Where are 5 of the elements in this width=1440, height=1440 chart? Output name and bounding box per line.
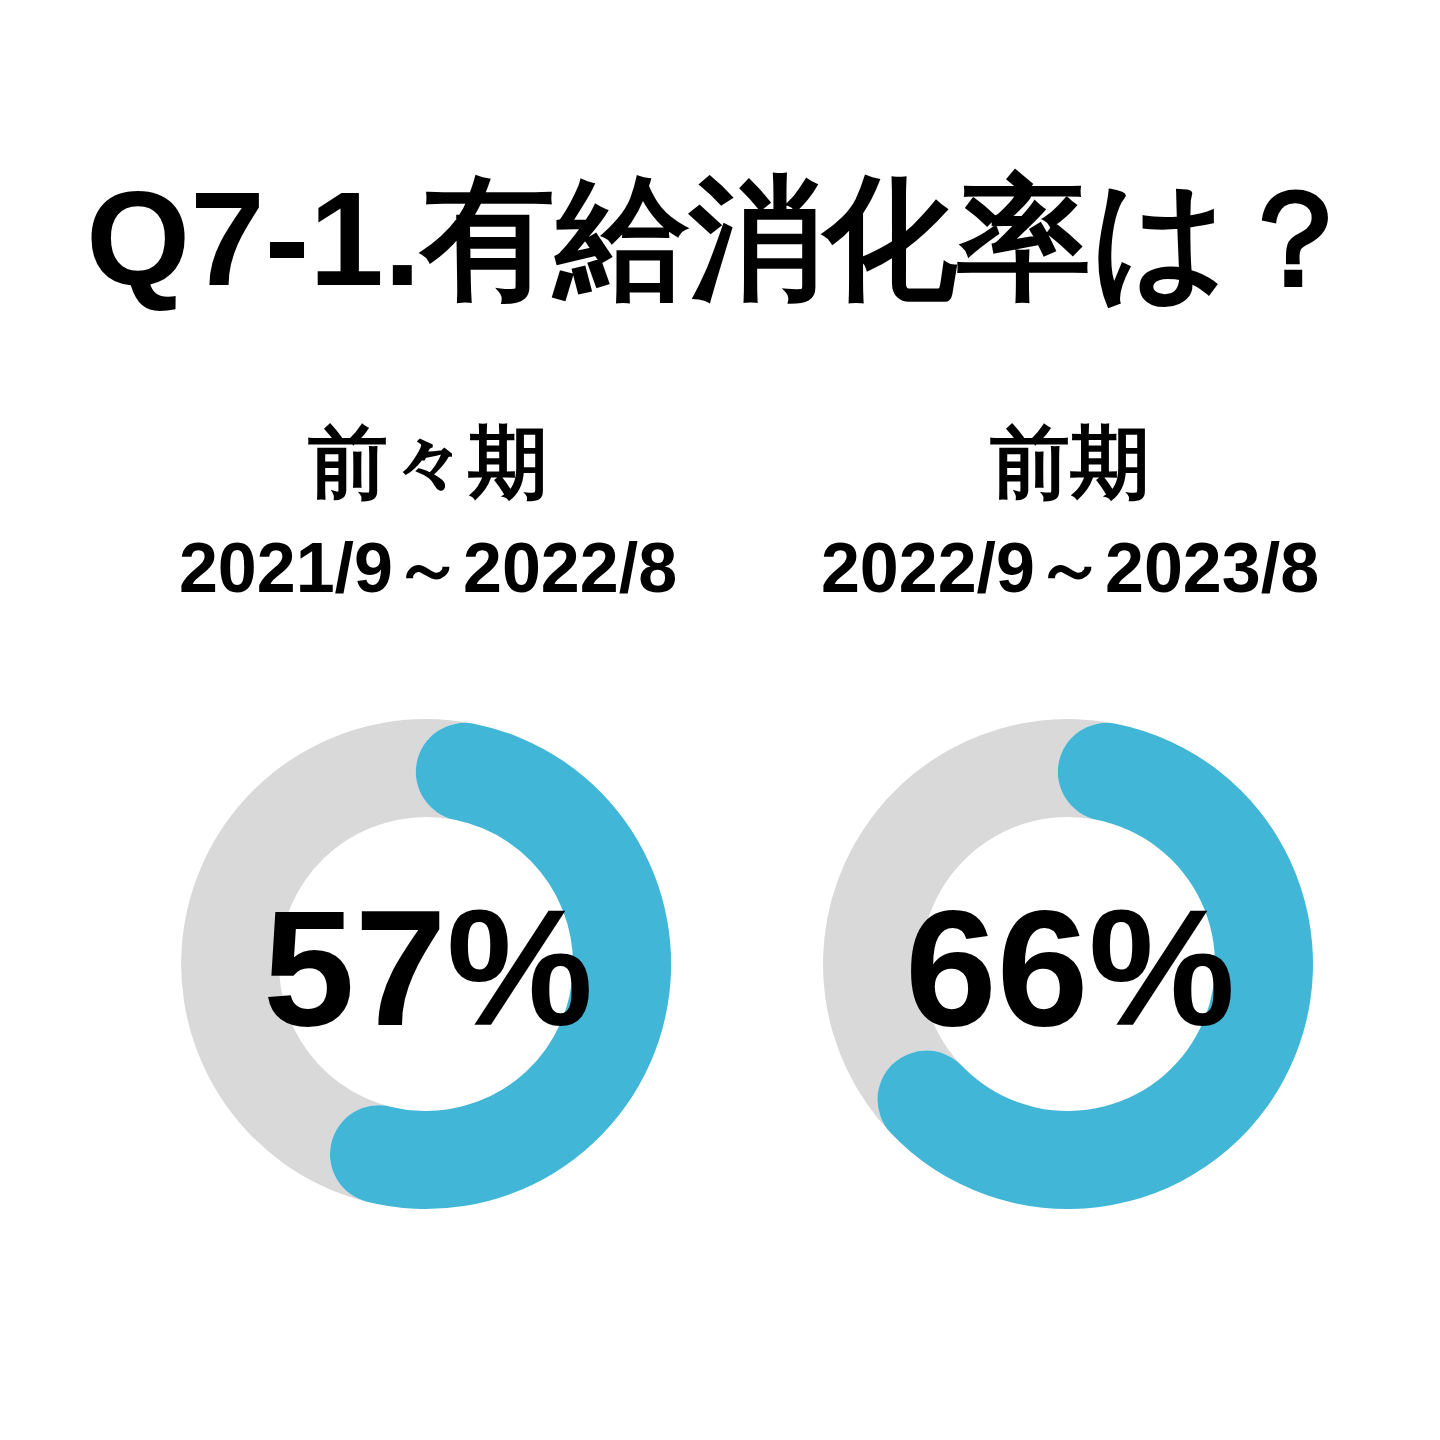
subtitle: 2022/9～2023/8	[820, 529, 1320, 607]
title: 前期	[990, 418, 1150, 507]
title: 前々期	[308, 418, 548, 507]
subtitle: 2021/9～2022/8	[178, 529, 678, 607]
title: Q7-1.有給消化率は？	[85, 164, 1363, 313]
